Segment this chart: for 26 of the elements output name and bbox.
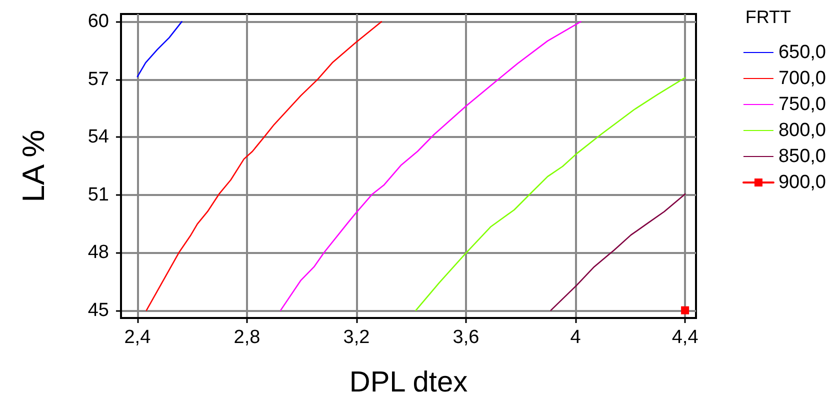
legend-label: 900,0 — [778, 172, 826, 193]
legend-label: 800,0 — [778, 120, 826, 141]
line-series — [550, 193, 686, 311]
legend-label: 650,0 — [778, 42, 826, 63]
y-tick-label: 60 — [88, 11, 109, 32]
y-tick-label: 57 — [88, 68, 109, 90]
y-tick-label: 48 — [88, 242, 109, 264]
legend-label: 750,0 — [778, 94, 826, 115]
x-axis-title: DPL dtex — [349, 366, 468, 398]
x-tick-label: 3,6 — [452, 327, 480, 348]
x-tick-label: 2,8 — [234, 327, 260, 348]
x-tick-label: 2,4 — [124, 327, 152, 348]
legend-title: FRTT — [745, 7, 792, 27]
legend-label: 850,0 — [778, 146, 826, 167]
line-series — [146, 21, 382, 311]
y-tick-label: 45 — [88, 300, 109, 321]
line-series — [136, 21, 182, 78]
y-tick-label: 51 — [88, 184, 109, 206]
y-axis-title: LA % — [16, 130, 51, 202]
x-tick-label: 4 — [570, 327, 582, 348]
line-series — [280, 21, 582, 311]
legend-label: 700,0 — [778, 68, 826, 89]
x-tick-label: 3,2 — [343, 327, 370, 348]
x-tick-label: 4,4 — [672, 327, 699, 348]
line-series — [415, 77, 686, 311]
y-tick-label: 54 — [88, 126, 110, 148]
